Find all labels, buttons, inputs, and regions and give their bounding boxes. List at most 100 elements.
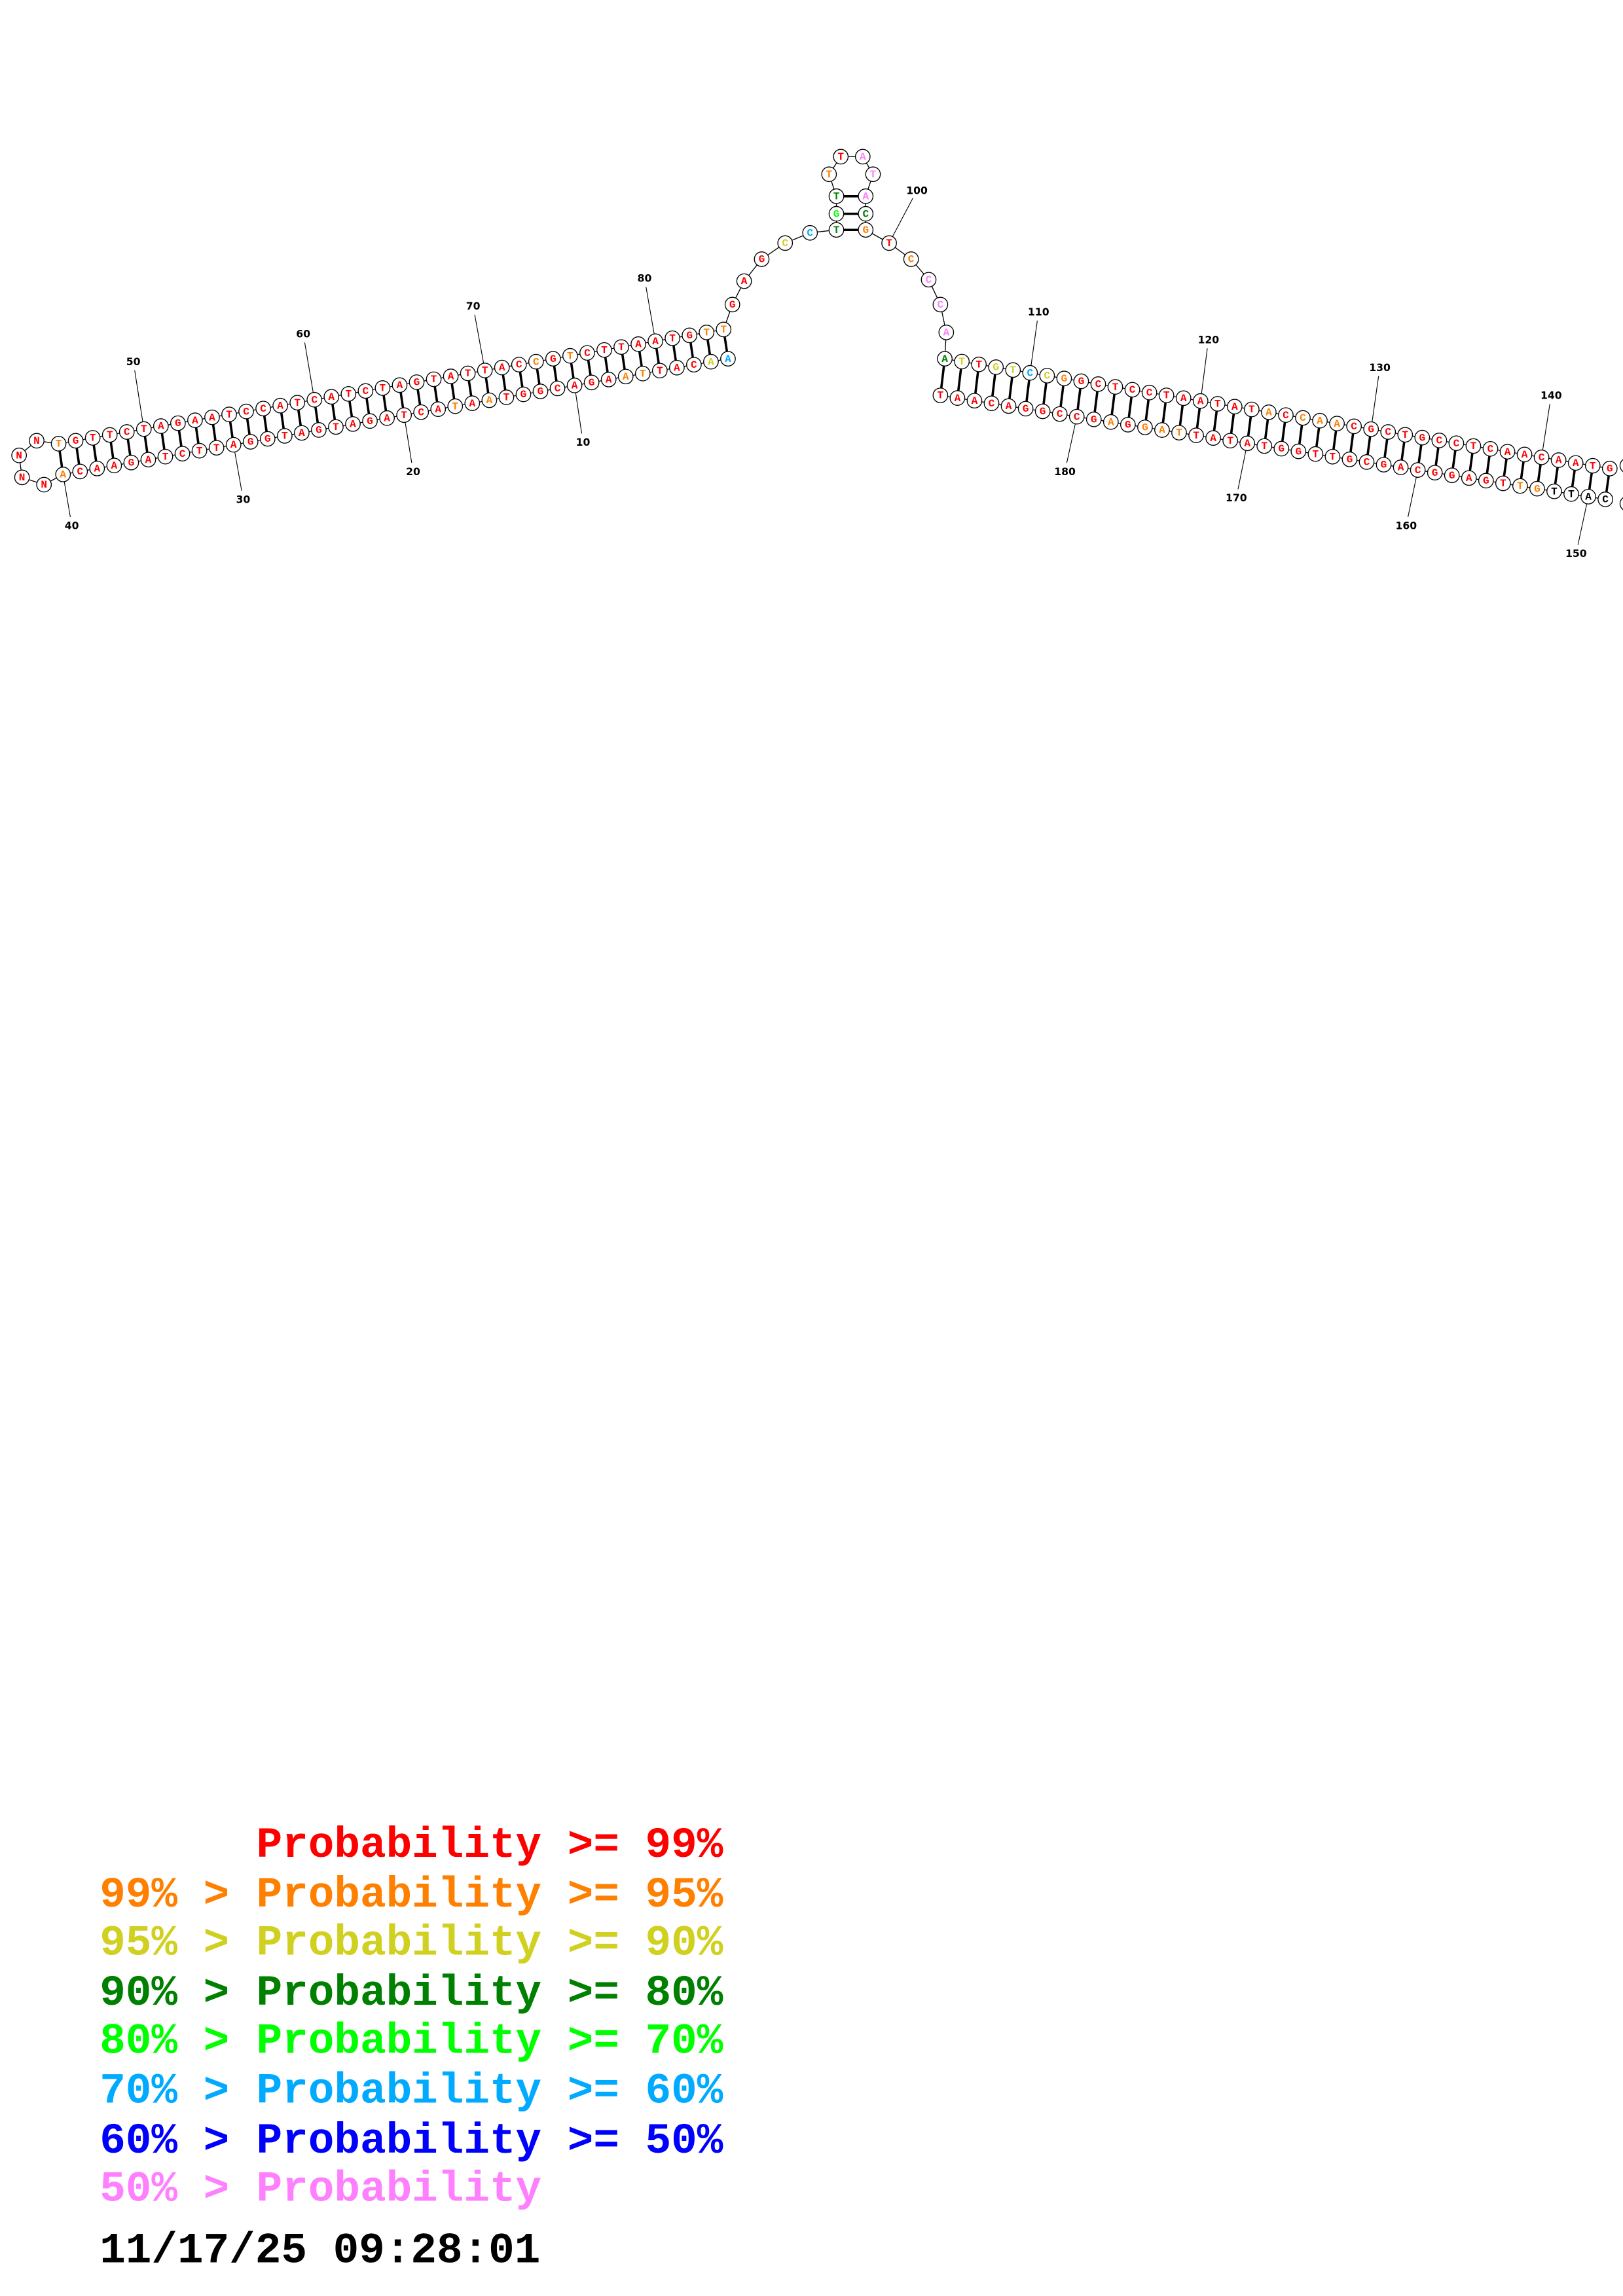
nucleotide-circle <box>651 363 668 379</box>
nucleotide: T <box>562 348 578 364</box>
label-leader-line <box>1408 469 1419 518</box>
nucleotide-circle <box>89 460 105 476</box>
nucleotides: AACATTAAGACGGTAATACTAGATGATGGATTCTAGAACA… <box>11 149 1618 507</box>
nucleotide-letter: T <box>1551 486 1558 497</box>
nucleotide: A <box>1393 459 1409 475</box>
nucleotide-letter: A <box>1504 446 1511 458</box>
legend-label: Probability >= 95% <box>257 1871 723 1920</box>
nucleotide-circle <box>259 431 276 447</box>
nucleotide: T <box>828 222 845 238</box>
nucleotide-letter: G <box>1295 446 1302 457</box>
nucleotide-letter: T <box>1176 427 1182 439</box>
nucleotide-circle <box>821 166 837 183</box>
nucleotide-circle <box>255 401 271 417</box>
nucleotide-letter: A <box>94 463 101 475</box>
nucleotide-letter: G <box>1534 483 1541 495</box>
nucleotide-circle <box>1601 461 1618 476</box>
nucleotide-letter: A <box>435 404 441 416</box>
nucleotide-circle <box>153 418 169 434</box>
nucleotide: G <box>545 351 561 367</box>
nucleotide-letter: T <box>703 327 710 339</box>
nucleotide-circle <box>1073 373 1089 389</box>
nucleotide-letter: A <box>741 276 748 287</box>
nucleotide-letter: C <box>1027 367 1033 379</box>
nucleotide-letter: T <box>1261 440 1267 452</box>
nucleotide: C <box>802 224 818 241</box>
nucleotide: C <box>983 395 1000 412</box>
nucleotide-circle <box>938 324 955 340</box>
nucleotide-letter: A <box>1398 462 1404 474</box>
nucleotide-circle <box>1273 440 1290 457</box>
nucleotide-circle <box>1546 483 1562 499</box>
nucleotide: A <box>736 273 752 289</box>
position-label: 120 <box>1197 334 1219 346</box>
nucleotide: G <box>1017 401 1034 417</box>
nucleotide-letter: T <box>90 433 96 444</box>
nucleotide: N <box>11 447 27 463</box>
nucleotide-letter: G <box>367 416 373 427</box>
nucleotide-letter: C <box>1602 494 1609 506</box>
nucleotide-letter: A <box>192 415 198 427</box>
legend-label: Probability >= 90% <box>257 1919 723 1968</box>
nucleotide-circle <box>208 440 225 456</box>
nucleotide: A <box>1516 446 1533 463</box>
nucleotide: T <box>1324 448 1341 465</box>
nucleotide-circle <box>562 348 578 364</box>
label-leader-line <box>403 415 412 463</box>
nucleotide-letter: T <box>618 342 625 353</box>
nucleotide: A <box>949 390 966 406</box>
nucleotide-letter: T <box>1517 480 1523 492</box>
nucleotide-letter: G <box>1607 463 1613 475</box>
nucleotide-circle <box>668 359 685 376</box>
nucleotide-circle <box>413 404 429 420</box>
label-leader-line <box>474 314 486 371</box>
nucleotide-circle <box>1120 417 1136 433</box>
nucleotide: G <box>123 454 139 471</box>
nucleotide-circle <box>1495 475 1511 492</box>
nucleotide-circle <box>1256 438 1273 454</box>
nucleotide: C <box>777 235 793 251</box>
offscreen-loop <box>1619 459 1623 511</box>
nucleotide-letter: T <box>1227 435 1233 447</box>
nucleotide-letter: T <box>567 350 574 362</box>
nucleotide-circle <box>1068 408 1085 425</box>
nucleotide-circle <box>1482 440 1499 457</box>
nucleotide-circle <box>988 359 1004 375</box>
nucleotide: G <box>682 327 698 344</box>
nucleotide-circle <box>1341 451 1358 467</box>
nucleotide-circle <box>1512 478 1528 494</box>
nucleotide-circle <box>903 251 919 267</box>
position-label: 40 <box>65 520 79 532</box>
nucleotide-letter: T <box>976 359 982 370</box>
nucleotide-letter: A <box>941 353 948 365</box>
nucleotide: T <box>821 166 837 183</box>
nucleotide-circle <box>1465 438 1482 454</box>
nucleotide-circle <box>1499 444 1516 459</box>
nucleotide-letter: T <box>1249 404 1255 416</box>
nucleotide: G <box>1601 461 1618 476</box>
nucleotide-letter: G <box>247 437 254 448</box>
nucleotide: G <box>532 384 549 399</box>
nucleotide-circle <box>686 357 702 373</box>
nucleotide-circle <box>1550 452 1567 468</box>
nucleotide-circle <box>949 390 966 406</box>
nucleotide: C <box>1068 408 1085 425</box>
nucleotide-circle <box>833 149 849 165</box>
nucleotide: A <box>294 425 310 441</box>
nucleotide: C <box>1278 407 1294 423</box>
nucleotide-letter: A <box>158 421 164 433</box>
nucleotide-circle <box>328 419 344 435</box>
nucleotide: T <box>881 235 897 251</box>
nucleotide-circle <box>858 222 874 238</box>
nucleotide-letter: A <box>635 338 642 350</box>
nucleotide-letter: A <box>572 380 578 392</box>
nucleotide-letter: A <box>1334 418 1340 430</box>
base-pairs <box>57 195 1611 500</box>
nucleotide: G <box>754 251 770 267</box>
nucleotide-circle <box>600 371 617 387</box>
nucleotide-letter: A <box>448 371 454 383</box>
nucleotide-letter: A <box>725 353 731 365</box>
nucleotide-letter: G <box>862 224 869 236</box>
nucleotide-circle <box>1158 387 1175 403</box>
nucleotide: G <box>1273 440 1290 457</box>
